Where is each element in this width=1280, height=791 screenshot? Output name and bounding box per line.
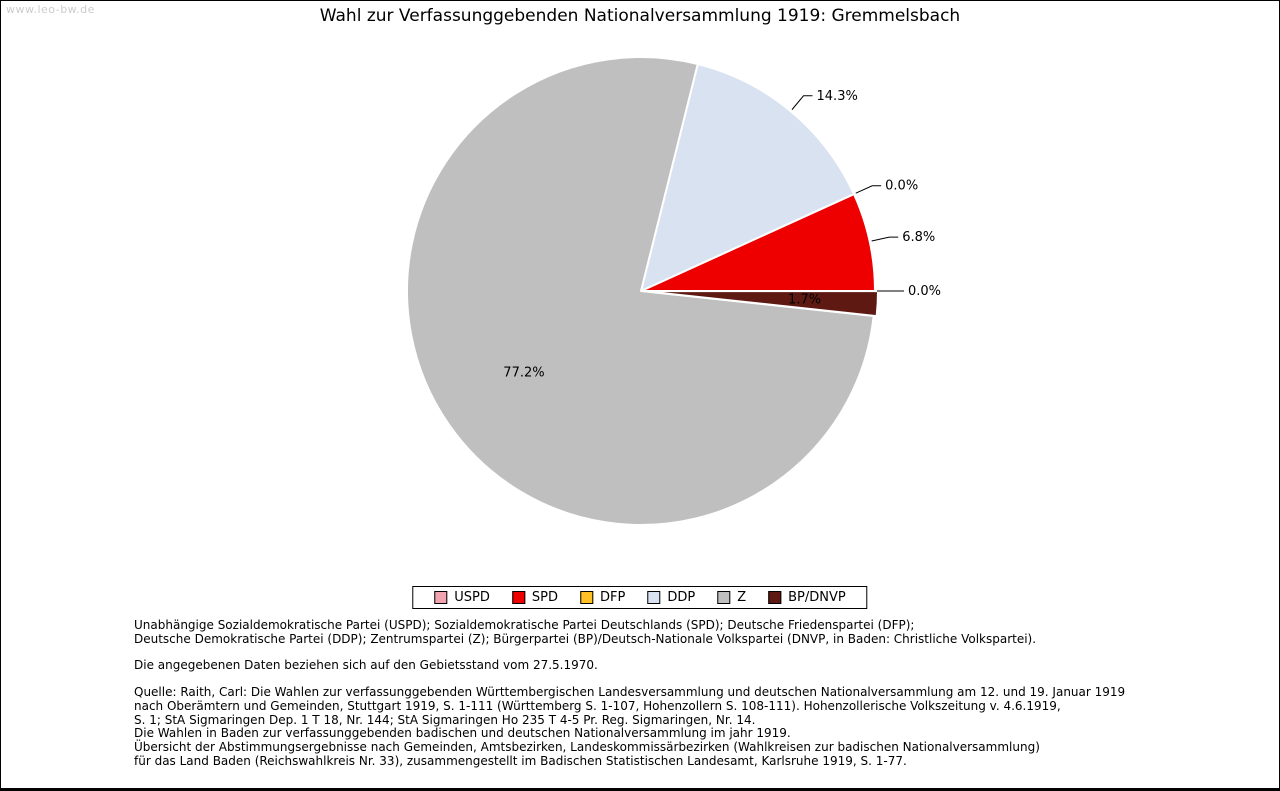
pie-label-z: 77.2% (503, 366, 544, 381)
footnote-line: nach Oberämtern und Gemeinden, Stuttgart… (134, 698, 1061, 713)
legend-item-bp-dnvp: BP/DNVP (768, 590, 846, 605)
legend-swatch-uspd (434, 591, 448, 604)
pie-label-spd: 6.8% (902, 230, 935, 245)
legend-label-dfp: DFP (600, 590, 626, 605)
watermark: www.leo-bw.de (6, 3, 95, 16)
pie-label-ddp: 14.3% (817, 89, 858, 104)
pie-callout-ddp (791, 95, 813, 110)
footnote-line: S. 1; StA Sigmaringen Dep. 1 T 18, Nr. 1… (134, 712, 756, 727)
pie-callout-dfp (855, 185, 882, 194)
legend-swatch-ddp (647, 591, 661, 604)
legend-label-spd: SPD (531, 590, 559, 605)
legend-item-z: Z (717, 590, 746, 605)
legend-item-uspd: USPD (434, 590, 490, 605)
pie-label-dfp: 0.0% (885, 179, 918, 194)
footnote-line: für das Land Baden (Reichswahlkreis Nr. … (134, 753, 907, 768)
pie-label-bp-dnvp: 1.7% (788, 293, 821, 308)
footnotes: Unabhängige Sozialdemokratische Partei (… (134, 618, 1239, 781)
legend-item-dfp: DFP (580, 590, 625, 605)
legend-label-ddp: DDP (667, 590, 696, 605)
footnote-data-note: Die angegebenen Daten beziehen sich auf … (134, 658, 598, 673)
pie-slice-ddp (640, 62, 855, 292)
legend-item-spd: SPD (511, 590, 559, 605)
legend-label-uspd: USPD (454, 590, 490, 605)
legend-item-ddp: DDP (647, 590, 695, 605)
pie-chart-svg: 0.0% 6.8% 0.0% 14.3% 77.2% 1.7% (406, 56, 941, 526)
legend-label-bp-dnvp: BP/DNVP (788, 590, 846, 605)
footnote-source: Quelle: Raith, Carl: Die Wahlen zur verf… (134, 685, 1239, 768)
page-title: Wahl zur Verfassunggebenden Nationalvers… (319, 6, 961, 26)
legend: USPD SPD DFP DDP Z BP/DNVP (412, 586, 868, 609)
footnote-line: Quelle: Raith, Carl: Die Wahlen zur verf… (134, 685, 1126, 700)
legend-swatch-z (717, 591, 731, 604)
legend-swatch-dfp (580, 591, 594, 604)
pie-slice-z (406, 56, 875, 526)
footnote-abbreviations: Unabhängige Sozialdemokratische Partei (… (134, 618, 1239, 646)
footnote-line: Die Wahlen in Baden zur verfassunggebend… (134, 726, 791, 741)
legend-swatch-spd (511, 591, 525, 604)
footnote-line: Übersicht der Abstimmungsergebnisse nach… (134, 739, 1040, 754)
footnote-line: Deutsche Demokratische Partei (DDP); Zen… (134, 631, 1037, 646)
pie-callout-spd (871, 236, 899, 242)
pie-label-uspd: 0.0% (908, 284, 941, 299)
legend-swatch-bp-dnvp (768, 591, 782, 604)
footnote-line: Unabhängige Sozialdemokratische Partei (… (134, 618, 915, 632)
legend-label-z: Z (737, 590, 747, 605)
